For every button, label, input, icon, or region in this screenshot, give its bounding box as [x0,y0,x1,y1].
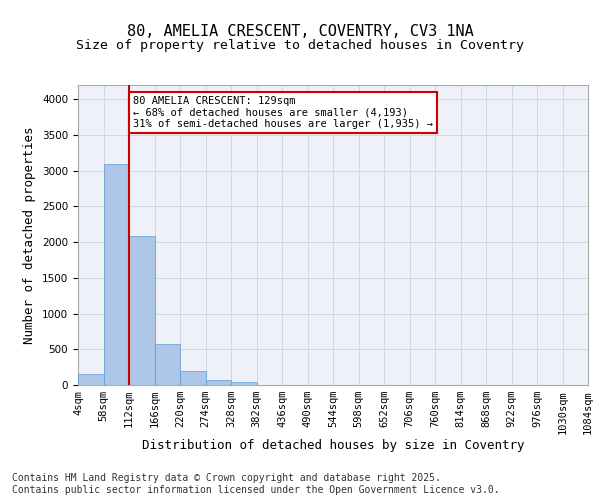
Bar [78,374,104,385]
Text: 80 AMELIA CRESCENT: 129sqm
← 68% of detached houses are smaller (4,193)
31% of s: 80 AMELIA CRESCENT: 129sqm ← 68% of deta… [133,96,433,129]
Bar [231,382,257,385]
Y-axis label: Number of detached properties: Number of detached properties [23,126,37,344]
Bar [205,380,231,385]
Text: Contains HM Land Registry data © Crown copyright and database right 2025.
Contai: Contains HM Land Registry data © Crown c… [12,474,500,495]
Text: Size of property relative to detached houses in Coventry: Size of property relative to detached ho… [76,40,524,52]
Bar [180,370,205,385]
Bar [104,164,129,385]
Bar [155,344,180,385]
Bar [129,236,155,385]
X-axis label: Distribution of detached houses by size in Coventry: Distribution of detached houses by size … [142,439,524,452]
Text: 80, AMELIA CRESCENT, COVENTRY, CV3 1NA: 80, AMELIA CRESCENT, COVENTRY, CV3 1NA [127,24,473,38]
